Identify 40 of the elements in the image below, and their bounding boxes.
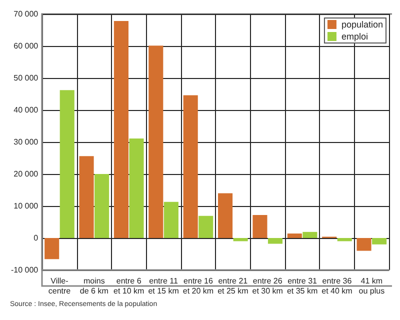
bar — [114, 21, 128, 238]
y-tick-label: 0 — [34, 234, 39, 242]
bar — [287, 234, 302, 238]
bar — [60, 90, 74, 238]
bar — [372, 238, 387, 244]
x-tick-label: entre 31 et 35 km — [286, 276, 318, 296]
x-tick-label: entre 16 et 20 km — [182, 276, 214, 296]
bar — [183, 95, 198, 238]
x-tick-label: entre 6 et 10 km — [114, 276, 145, 296]
y-tick-label: 20 000 — [14, 170, 39, 178]
x-tick-label: entre 21 et 25 km — [218, 276, 249, 296]
bar — [198, 216, 214, 238]
legend-label: population — [341, 20, 384, 30]
bar — [148, 46, 164, 238]
y-tick-label: 10 000 — [14, 202, 39, 210]
bar — [79, 156, 94, 238]
y-tick-label: 70 000 — [14, 10, 39, 18]
bar — [252, 214, 268, 238]
bar — [218, 193, 233, 238]
bar — [94, 174, 110, 238]
y-tick-label: 50 000 — [14, 74, 39, 82]
bar — [164, 202, 178, 238]
bar — [233, 238, 248, 242]
bar — [268, 238, 283, 244]
x-tick-label: entre 36 et 40 km — [322, 276, 353, 296]
x-tick-label: moins de 6 km — [80, 276, 109, 296]
bar — [356, 238, 372, 251]
x-tick-label: Ville- centre — [48, 276, 72, 296]
y-tick-label: -10 000 — [10, 266, 39, 274]
x-tick-label: entre 26 et 30 km — [252, 276, 284, 296]
x-tick-label: 41 km ou plus — [358, 276, 385, 296]
y-tick-label: 30 000 — [14, 138, 39, 146]
x-tick-label: entre 11 et 15 km — [148, 276, 180, 296]
legend-label: emploi — [341, 32, 368, 42]
bar — [302, 232, 318, 238]
y-tick-label: 40 000 — [14, 106, 39, 114]
bar — [337, 238, 352, 242]
y-tick-label: 60 000 — [14, 42, 39, 50]
bar — [44, 238, 60, 260]
bar — [129, 138, 144, 238]
